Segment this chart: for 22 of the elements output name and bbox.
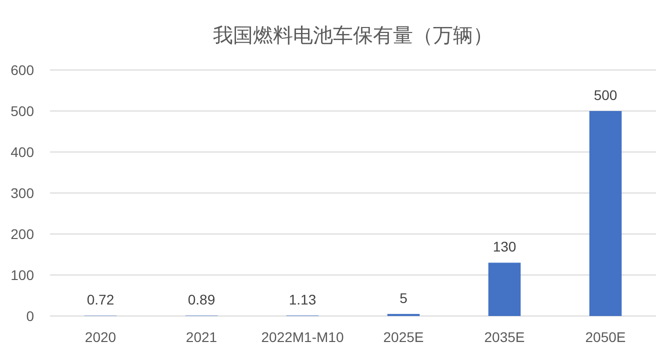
data-label: 1.13 <box>288 292 316 308</box>
x-tick-label: 2035E <box>484 329 525 345</box>
y-tick-label: 0 <box>26 308 34 324</box>
y-tick-label: 300 <box>10 185 34 201</box>
data-label: 0.89 <box>188 292 216 308</box>
x-tick-label: 2021 <box>186 329 218 345</box>
y-tick-label: 500 <box>10 103 34 119</box>
y-tick-label: 100 <box>10 267 34 283</box>
chart-title: 我国燃料电池车保有量（万辆） <box>213 25 493 47</box>
x-tick-label: 2022M1-M10 <box>261 329 344 345</box>
data-label: 0.72 <box>86 292 114 308</box>
y-tick-label: 600 <box>10 62 34 78</box>
x-tick-label: 2050E <box>585 329 626 345</box>
x-tick-label: 2025E <box>383 329 424 345</box>
x-tick-label: 2020 <box>84 329 116 345</box>
y-tick-label: 400 <box>10 144 34 160</box>
y-tick-label: 200 <box>10 226 34 242</box>
data-label: 130 <box>492 238 516 255</box>
bar <box>589 111 622 316</box>
data-label: 5 <box>400 290 408 306</box>
data-label: 500 <box>594 87 618 103</box>
bar <box>488 262 521 316</box>
